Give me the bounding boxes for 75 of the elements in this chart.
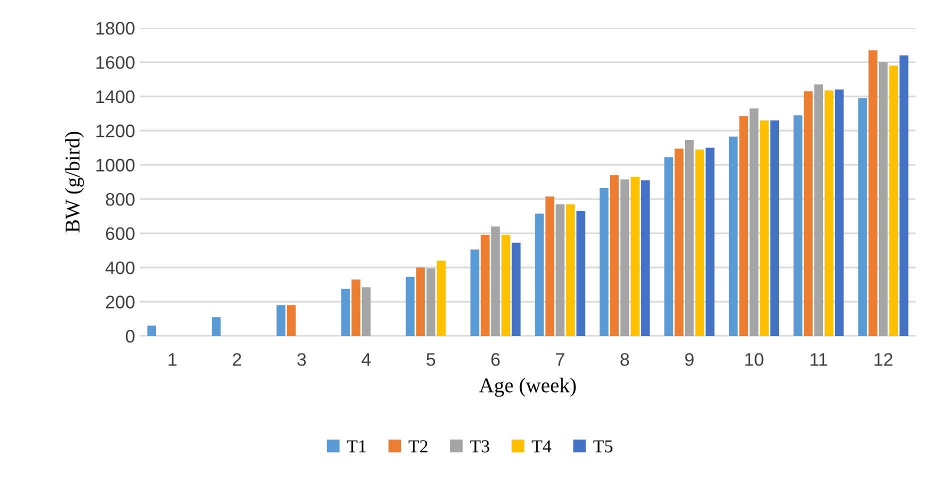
bar	[470, 250, 480, 336]
legend-label: T2	[408, 440, 428, 452]
x-tick-label: 4	[362, 353, 371, 366]
y-tick-label: 400	[105, 261, 134, 274]
bar	[684, 140, 694, 336]
bar	[352, 279, 360, 336]
bar	[739, 116, 748, 336]
bar	[878, 62, 888, 336]
bar	[501, 235, 510, 336]
bar	[889, 66, 898, 336]
x-tick-label: 1	[168, 353, 177, 366]
bar	[834, 90, 844, 336]
legend-label: T4	[532, 440, 552, 452]
y-tick-label: 600	[106, 227, 134, 240]
bar	[760, 120, 769, 336]
bar	[436, 260, 446, 336]
bar	[566, 204, 575, 336]
y-tick-label: 1000	[96, 158, 134, 172]
bar	[535, 214, 544, 336]
bar	[491, 226, 500, 336]
legend-label: T5	[593, 440, 612, 452]
x-tick-label: 8	[620, 353, 629, 366]
x-axis-title: Age (week)	[479, 378, 576, 397]
bar	[641, 180, 650, 336]
bar	[728, 136, 738, 336]
bar	[630, 176, 640, 336]
bar	[406, 276, 415, 336]
bar	[620, 179, 630, 336]
bar	[824, 90, 834, 336]
y-tick-label: 800	[106, 193, 134, 206]
bar	[770, 120, 780, 336]
bar	[426, 268, 436, 336]
bar	[147, 326, 156, 336]
bar	[556, 204, 565, 336]
bar	[664, 157, 674, 336]
bar	[276, 305, 286, 336]
bar	[416, 268, 425, 336]
y-tick-label: 1200	[96, 124, 134, 138]
x-tick-label: 5	[426, 353, 436, 366]
bar	[794, 115, 802, 336]
x-tick-label: 10	[745, 353, 764, 366]
y-tick-label: 1600	[96, 56, 134, 69]
y-tick-label: 200	[106, 296, 134, 308]
bar	[695, 149, 704, 336]
bar	[674, 148, 684, 336]
x-tick-label: 6	[491, 353, 500, 366]
bar	[341, 288, 350, 336]
x-tick-label: 7	[556, 353, 564, 366]
bar	[600, 188, 608, 336]
bar	[480, 235, 490, 336]
legend-label: T1	[347, 440, 366, 452]
x-tick-label: 11	[810, 353, 828, 366]
legend-label: T3	[470, 440, 490, 452]
y-tick-label: 0	[126, 330, 134, 343]
bar	[286, 305, 296, 336]
bar	[814, 84, 824, 336]
bar	[750, 108, 758, 336]
x-tick-label: 12	[874, 353, 892, 366]
y-tick-label: 1400	[96, 90, 134, 104]
bar	[212, 317, 221, 336]
bar	[610, 175, 619, 336]
bar	[362, 287, 371, 336]
y-axis-title: BW (g/bird)	[64, 132, 84, 232]
bar	[868, 50, 878, 336]
x-tick-label: 2	[232, 353, 242, 366]
bar	[576, 211, 586, 336]
y-tick-label: 1800	[96, 22, 134, 35]
x-tick-label: 3	[297, 353, 306, 366]
x-tick-label: 9	[685, 353, 694, 366]
bar	[706, 148, 714, 336]
bar	[512, 242, 521, 336]
bar	[858, 98, 867, 336]
bar	[545, 196, 554, 336]
bar	[804, 91, 813, 336]
bar	[900, 55, 908, 336]
